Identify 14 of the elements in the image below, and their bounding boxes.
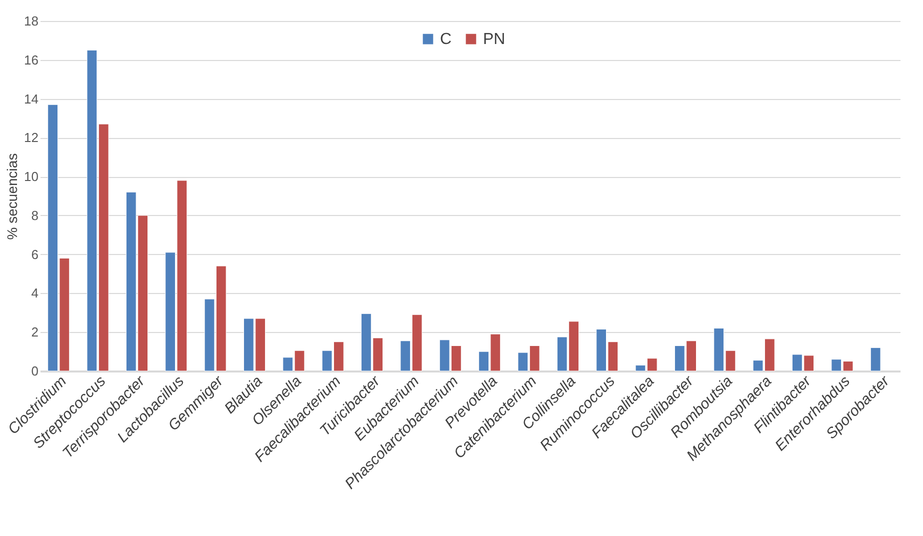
y-tick-label: 0 xyxy=(31,364,38,378)
y-tick-label: 14 xyxy=(24,91,38,106)
y-tick-label: 16 xyxy=(24,52,38,68)
legend-label: C xyxy=(440,31,452,48)
y-tick-label: 6 xyxy=(31,246,38,262)
y-tick-label: 4 xyxy=(31,286,38,301)
y-tick-label: 8 xyxy=(31,208,38,223)
bar xyxy=(870,347,881,372)
y-tick-label: 2 xyxy=(31,324,38,340)
y-tick-label: 12 xyxy=(24,130,38,146)
y-axis-title: % secuencias xyxy=(4,153,20,240)
y-tick-label: 10 xyxy=(24,169,38,184)
y-tick-label: 18 xyxy=(24,14,38,28)
legend-label: PN xyxy=(483,31,506,48)
